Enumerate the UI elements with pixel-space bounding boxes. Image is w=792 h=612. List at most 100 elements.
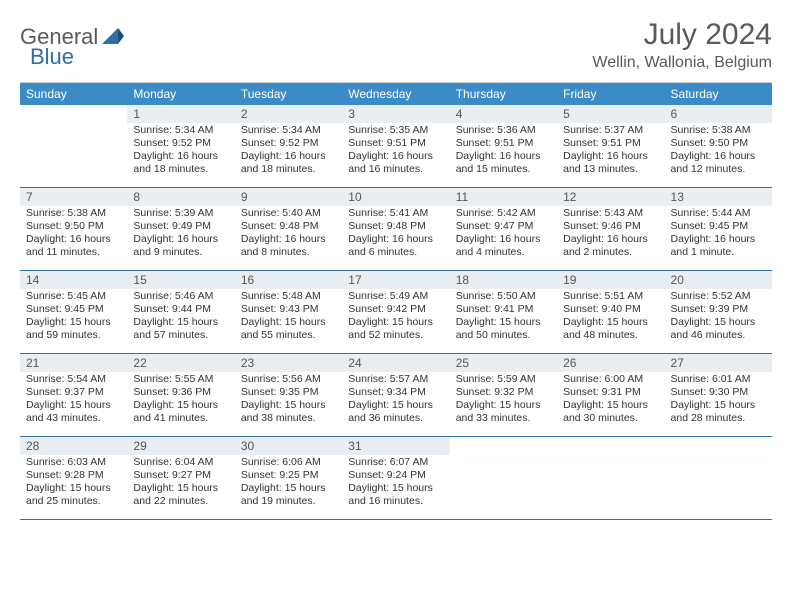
sunrise-text: Sunrise: 5:48 AM <box>241 290 336 303</box>
day-info: Sunrise: 5:56 AMSunset: 9:35 PMDaylight:… <box>235 372 342 430</box>
day-info: Sunrise: 5:57 AMSunset: 9:34 PMDaylight:… <box>342 372 449 430</box>
sunset-text: Sunset: 9:30 PM <box>671 386 766 399</box>
day-info: Sunrise: 5:52 AMSunset: 9:39 PMDaylight:… <box>665 289 772 347</box>
day-info: Sunrise: 6:00 AMSunset: 9:31 PMDaylight:… <box>557 372 664 430</box>
day-info: Sunrise: 5:41 AMSunset: 9:48 PMDaylight:… <box>342 206 449 264</box>
sunrise-text: Sunrise: 6:07 AM <box>348 456 443 469</box>
day-number: 15 <box>127 271 234 289</box>
day-info: Sunrise: 5:54 AMSunset: 9:37 PMDaylight:… <box>20 372 127 430</box>
day-number: 1 <box>127 105 234 123</box>
daylight-text: Daylight: 16 hours and 1 minute. <box>671 233 766 259</box>
week-row: 14Sunrise: 5:45 AMSunset: 9:45 PMDayligh… <box>20 271 772 354</box>
day-cell: 24Sunrise: 5:57 AMSunset: 9:34 PMDayligh… <box>342 354 449 436</box>
sunset-text: Sunset: 9:41 PM <box>456 303 551 316</box>
daylight-text: Daylight: 16 hours and 13 minutes. <box>563 150 658 176</box>
day-number: 20 <box>665 271 772 289</box>
day-number: 12 <box>557 188 664 206</box>
sunrise-text: Sunrise: 5:40 AM <box>241 207 336 220</box>
location-text: Wellin, Wallonia, Belgium <box>592 54 772 72</box>
sunset-text: Sunset: 9:24 PM <box>348 469 443 482</box>
day-info: Sunrise: 5:36 AMSunset: 9:51 PMDaylight:… <box>450 123 557 181</box>
sunrise-text: Sunrise: 5:55 AM <box>133 373 228 386</box>
daylight-text: Daylight: 15 hours and 25 minutes. <box>26 482 121 508</box>
day-info: Sunrise: 5:38 AMSunset: 9:50 PMDaylight:… <box>665 123 772 181</box>
day-info: Sunrise: 5:34 AMSunset: 9:52 PMDaylight:… <box>127 123 234 181</box>
sunset-text: Sunset: 9:43 PM <box>241 303 336 316</box>
weekday-wednesday: Wednesday <box>342 83 449 105</box>
daylight-text: Daylight: 16 hours and 2 minutes. <box>563 233 658 259</box>
sunrise-text: Sunrise: 5:50 AM <box>456 290 551 303</box>
sunset-text: Sunset: 9:52 PM <box>133 137 228 150</box>
day-cell: 11Sunrise: 5:42 AMSunset: 9:47 PMDayligh… <box>450 188 557 270</box>
sunset-text: Sunset: 9:25 PM <box>241 469 336 482</box>
day-info: Sunrise: 5:39 AMSunset: 9:49 PMDaylight:… <box>127 206 234 264</box>
day-number: 10 <box>342 188 449 206</box>
day-info: Sunrise: 5:55 AMSunset: 9:36 PMDaylight:… <box>127 372 234 430</box>
daylight-text: Daylight: 15 hours and 28 minutes. <box>671 399 766 425</box>
day-cell: 20Sunrise: 5:52 AMSunset: 9:39 PMDayligh… <box>665 271 772 353</box>
day-number: 24 <box>342 354 449 372</box>
daylight-text: Daylight: 15 hours and 46 minutes. <box>671 316 766 342</box>
sunrise-text: Sunrise: 5:44 AM <box>671 207 766 220</box>
sunrise-text: Sunrise: 6:04 AM <box>133 456 228 469</box>
sunrise-text: Sunrise: 6:00 AM <box>563 373 658 386</box>
day-info: Sunrise: 5:37 AMSunset: 9:51 PMDaylight:… <box>557 123 664 181</box>
sunset-text: Sunset: 9:47 PM <box>456 220 551 233</box>
sunset-text: Sunset: 9:42 PM <box>348 303 443 316</box>
day-cell: 5Sunrise: 5:37 AMSunset: 9:51 PMDaylight… <box>557 105 664 187</box>
day-number: 31 <box>342 437 449 455</box>
day-info: Sunrise: 5:45 AMSunset: 9:45 PMDaylight:… <box>20 289 127 347</box>
weekday-header-row: Sunday Monday Tuesday Wednesday Thursday… <box>20 83 772 105</box>
daylight-text: Daylight: 15 hours and 41 minutes. <box>133 399 228 425</box>
weekday-tuesday: Tuesday <box>235 83 342 105</box>
daylight-text: Daylight: 16 hours and 6 minutes. <box>348 233 443 259</box>
sunrise-text: Sunrise: 5:34 AM <box>133 124 228 137</box>
day-number: 26 <box>557 354 664 372</box>
day-info: Sunrise: 5:34 AMSunset: 9:52 PMDaylight:… <box>235 123 342 181</box>
weekday-monday: Monday <box>127 83 234 105</box>
day-number: 21 <box>20 354 127 372</box>
day-number: 19 <box>557 271 664 289</box>
day-number: 4 <box>450 105 557 123</box>
day-cell: 26Sunrise: 6:00 AMSunset: 9:31 PMDayligh… <box>557 354 664 436</box>
day-number: 29 <box>127 437 234 455</box>
sunset-text: Sunset: 9:51 PM <box>456 137 551 150</box>
sunset-text: Sunset: 9:27 PM <box>133 469 228 482</box>
day-number: 7 <box>20 188 127 206</box>
day-cell: 18Sunrise: 5:50 AMSunset: 9:41 PMDayligh… <box>450 271 557 353</box>
day-cell: 1Sunrise: 5:34 AMSunset: 9:52 PMDaylight… <box>127 105 234 187</box>
day-info: Sunrise: 5:59 AMSunset: 9:32 PMDaylight:… <box>450 372 557 430</box>
day-number: 9 <box>235 188 342 206</box>
day-cell <box>557 437 664 519</box>
day-cell: 9Sunrise: 5:40 AMSunset: 9:48 PMDaylight… <box>235 188 342 270</box>
sunrise-text: Sunrise: 5:52 AM <box>671 290 766 303</box>
sunrise-text: Sunrise: 5:37 AM <box>563 124 658 137</box>
day-info: Sunrise: 5:49 AMSunset: 9:42 PMDaylight:… <box>342 289 449 347</box>
day-info: Sunrise: 5:35 AMSunset: 9:51 PMDaylight:… <box>342 123 449 181</box>
sunrise-text: Sunrise: 5:51 AM <box>563 290 658 303</box>
day-number: 16 <box>235 271 342 289</box>
day-number: 13 <box>665 188 772 206</box>
daylight-text: Daylight: 15 hours and 19 minutes. <box>241 482 336 508</box>
day-number: 30 <box>235 437 342 455</box>
sunrise-text: Sunrise: 5:42 AM <box>456 207 551 220</box>
sunrise-text: Sunrise: 5:34 AM <box>241 124 336 137</box>
day-cell <box>20 105 127 187</box>
sunset-text: Sunset: 9:50 PM <box>671 137 766 150</box>
daylight-text: Daylight: 15 hours and 38 minutes. <box>241 399 336 425</box>
sunrise-text: Sunrise: 5:41 AM <box>348 207 443 220</box>
day-cell: 6Sunrise: 5:38 AMSunset: 9:50 PMDaylight… <box>665 105 772 187</box>
daylight-text: Daylight: 15 hours and 16 minutes. <box>348 482 443 508</box>
daylight-text: Daylight: 15 hours and 30 minutes. <box>563 399 658 425</box>
sunrise-text: Sunrise: 5:49 AM <box>348 290 443 303</box>
day-cell: 13Sunrise: 5:44 AMSunset: 9:45 PMDayligh… <box>665 188 772 270</box>
month-title: July 2024 <box>592 18 772 52</box>
day-info: Sunrise: 6:01 AMSunset: 9:30 PMDaylight:… <box>665 372 772 430</box>
sunrise-text: Sunrise: 5:54 AM <box>26 373 121 386</box>
weekday-saturday: Saturday <box>665 83 772 105</box>
day-number: 2 <box>235 105 342 123</box>
daylight-text: Daylight: 16 hours and 18 minutes. <box>241 150 336 176</box>
day-cell: 2Sunrise: 5:34 AMSunset: 9:52 PMDaylight… <box>235 105 342 187</box>
day-cell: 12Sunrise: 5:43 AMSunset: 9:46 PMDayligh… <box>557 188 664 270</box>
day-number: 3 <box>342 105 449 123</box>
